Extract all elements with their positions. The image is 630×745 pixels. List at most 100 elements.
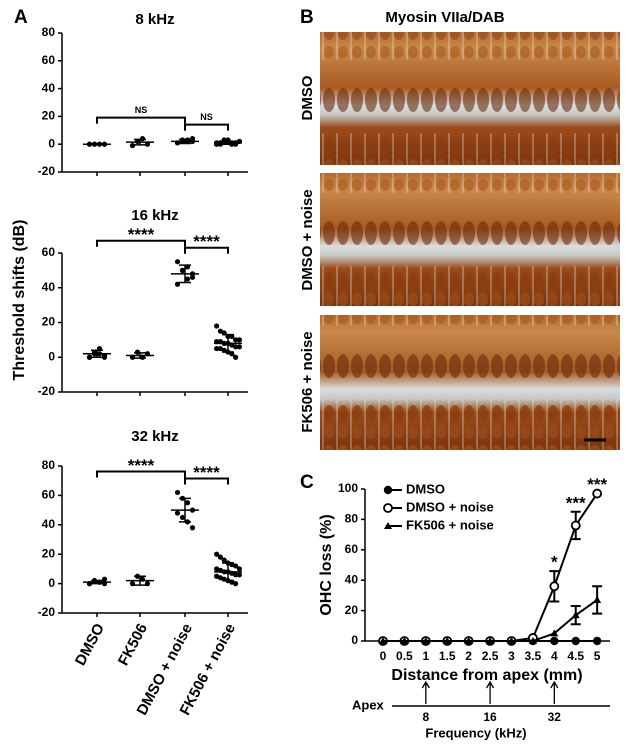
marker	[570, 520, 581, 531]
significance-bracket	[184, 123, 229, 131]
significance-bracket	[96, 470, 186, 478]
marker	[528, 637, 537, 644]
chart-title: 32 kHz	[131, 428, 179, 445]
marker	[464, 637, 473, 644]
x-tick-label: FK506	[115, 621, 151, 669]
marker	[400, 637, 409, 644]
data-point	[233, 337, 239, 343]
significance-label: NS	[135, 105, 148, 115]
sd-bar	[179, 138, 191, 145]
sd-bar	[134, 352, 146, 359]
marker	[443, 637, 452, 644]
x-tick-label: 3.5	[525, 649, 542, 663]
y-tick-label: 20	[42, 315, 56, 329]
sd-bar	[134, 575, 146, 586]
series-line	[382, 599, 598, 642]
sd-bar	[179, 497, 191, 523]
data-point	[233, 563, 239, 569]
data-point	[129, 581, 136, 587]
data-point	[179, 267, 186, 273]
data-point	[189, 525, 196, 531]
x-tick-label: 1	[422, 649, 429, 663]
panel-label: C	[300, 472, 314, 493]
y-tick-label: 60	[42, 488, 56, 502]
marker	[592, 488, 603, 499]
data-point	[236, 344, 242, 350]
marker	[592, 636, 602, 646]
marker	[486, 637, 495, 644]
data-point	[174, 259, 181, 265]
data-point	[217, 554, 223, 560]
y-tick-label: 20	[42, 546, 56, 560]
micrograph	[320, 315, 620, 450]
y-tick-label: 100	[338, 481, 358, 495]
y-tick-label: 40	[42, 280, 56, 294]
y-axis-title: Threshold shifts (dB)	[11, 220, 28, 381]
panel-label: A	[14, 7, 28, 28]
significance-bracket	[96, 239, 186, 247]
sd-bar	[134, 138, 146, 146]
x-tick-label: 0.5	[396, 649, 413, 663]
x-axis-title: Distance from apex (mm)	[391, 667, 582, 684]
x-tick-label: 2	[465, 649, 472, 663]
significance-bracket	[184, 246, 229, 254]
frequency-label: 8	[422, 710, 429, 724]
data-point	[236, 337, 242, 343]
series-line	[382, 493, 598, 642]
y-tick-label: 60	[42, 245, 56, 259]
data-point	[184, 276, 191, 282]
y-tick-label: 80	[345, 512, 359, 526]
data-point	[184, 500, 191, 506]
data-point	[214, 551, 220, 557]
data-point	[174, 489, 181, 496]
y-tick-label: 80	[42, 458, 56, 472]
frequency-arrow	[421, 680, 430, 704]
marker	[550, 636, 559, 646]
y-tick-label: 80	[42, 25, 56, 39]
sd-bar	[91, 579, 103, 585]
panel-label: B	[300, 7, 314, 28]
data-point	[236, 572, 242, 578]
data-point	[174, 281, 181, 287]
annotation: ***	[566, 493, 586, 512]
data-point	[233, 344, 239, 350]
data-point	[101, 576, 108, 582]
data-point	[174, 510, 181, 516]
micrograph	[320, 173, 620, 306]
data-point	[233, 354, 239, 360]
y-tick-label: 60	[345, 542, 359, 556]
significance-label: ****	[128, 456, 155, 475]
legend-label: FK506 + noise	[406, 517, 494, 532]
data-point	[233, 572, 239, 578]
significance-label: ****	[193, 232, 220, 251]
sd-bar	[222, 562, 234, 582]
x-tick-label: DMSO	[72, 620, 108, 668]
frequency-label: 32	[548, 710, 562, 724]
micrograph-label: DMSO	[299, 75, 316, 120]
legend-label: DMSO	[406, 481, 445, 496]
data-point	[214, 345, 220, 352]
data-point	[189, 274, 196, 280]
data-point	[144, 141, 151, 147]
sd-bar	[91, 349, 103, 358]
marker	[571, 636, 580, 646]
chart-title: 16 kHz	[131, 207, 179, 224]
marker	[549, 581, 560, 592]
y-tick-label: 40	[42, 517, 56, 531]
data-point	[129, 142, 136, 149]
significance-label: ****	[128, 225, 155, 244]
y-tick-label: -20	[38, 384, 56, 398]
x-tick-label: 2.5	[482, 649, 499, 663]
marker	[378, 637, 387, 644]
data-point	[214, 323, 220, 329]
marker	[593, 595, 602, 603]
data-point	[101, 354, 108, 360]
legend-label: DMSO + noise	[406, 499, 494, 514]
y-tick-label: 0	[351, 633, 358, 647]
x-tick-label: 4.5	[567, 649, 584, 663]
annotation: *	[551, 553, 558, 572]
y-tick-label: -20	[38, 605, 56, 619]
significance-label: ****	[193, 463, 220, 482]
significance-bracket	[184, 477, 229, 485]
